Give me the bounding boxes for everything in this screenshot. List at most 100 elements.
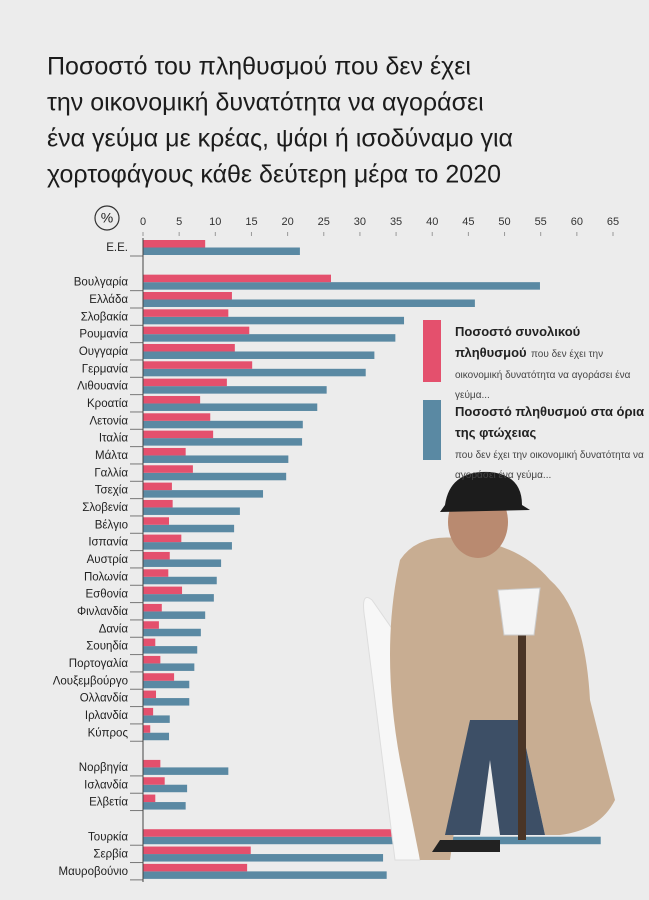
bar	[143, 499, 173, 508]
x-tick-label: 25	[318, 216, 330, 228]
x-tick-label: 0	[140, 216, 146, 228]
chart-title: Ποσοστό του πληθυσμού που δεν έχει	[47, 53, 471, 81]
y-tick-label: Ισλανδία	[84, 779, 128, 791]
bar	[143, 715, 170, 723]
bar	[143, 240, 206, 248]
y-tick-label: Σλοβενία	[82, 502, 128, 514]
bar	[143, 309, 229, 317]
y-tick-label: Ε.Ε.	[106, 242, 128, 254]
bar	[143, 465, 193, 473]
bar	[143, 430, 214, 439]
bar	[143, 282, 540, 290]
y-tick-label: Ολλανδία	[80, 693, 129, 705]
bar	[143, 586, 183, 595]
y-tick-label: Ουγγαρία	[79, 346, 128, 358]
bar	[143, 628, 201, 637]
bar	[143, 784, 188, 793]
y-tick-label: Λιθουανία	[77, 381, 128, 393]
legend-label: Ποσοστό συνολικού πληθυσμού	[455, 324, 581, 360]
bar	[143, 646, 198, 654]
bar	[143, 698, 190, 706]
legend-label: Ποσοστό πληθυσμού στα όρια της φτώχειας	[455, 404, 645, 440]
bar	[143, 854, 384, 862]
y-tick-label: Ιρλανδία	[85, 710, 128, 722]
y-tick-label: Φινλανδία	[77, 606, 128, 618]
bar	[143, 759, 161, 768]
chart-title: την οικονομική δυνατότητα να αγοράσει	[47, 89, 484, 117]
bar	[143, 334, 396, 342]
bar	[143, 482, 172, 491]
y-tick-label: Λετονία	[89, 415, 128, 427]
y-tick-label: Πορτογαλία	[69, 658, 129, 670]
unit-circle	[94, 205, 120, 231]
bar	[143, 777, 165, 785]
legend-red: Ποσοστό συνολικού πληθυσμού που δεν έχει…	[455, 322, 645, 405]
bar	[143, 863, 248, 872]
x-tick-label: 60	[571, 216, 583, 228]
y-tick-label: Ιταλία	[99, 433, 129, 445]
bar	[143, 361, 253, 369]
bar	[143, 542, 232, 550]
bar	[143, 767, 229, 775]
bar	[143, 663, 195, 671]
y-tick-label: Σουηδία	[86, 641, 128, 653]
bar	[143, 247, 300, 255]
bar	[143, 732, 170, 741]
bar	[143, 420, 303, 429]
bar	[143, 534, 182, 543]
x-tick-label: 15	[245, 216, 257, 228]
x-tick-label: 65	[607, 216, 619, 228]
bar	[143, 621, 159, 629]
y-tick-label: Μάλτα	[95, 450, 128, 462]
bar	[143, 871, 387, 879]
y-tick-label: Σερβία	[93, 849, 128, 861]
bar	[143, 368, 366, 377]
bar	[143, 524, 235, 533]
y-tick-label: Γαλλία	[94, 467, 128, 479]
bar	[143, 343, 235, 352]
x-tick-label: 55	[535, 216, 547, 228]
legend-note: που δεν έχει την οικονομική δυνατότητα ν…	[455, 449, 644, 482]
y-tick-label: Εσθονία	[85, 589, 128, 601]
chart-title: χορτοφάγους κάθε δεύτερη μέρα το 2020	[47, 161, 501, 189]
y-tick-label: Ισπανία	[88, 537, 128, 549]
bar	[143, 707, 154, 716]
bar	[143, 403, 318, 411]
y-tick-label: Νορβηγία	[79, 762, 129, 774]
bar	[143, 673, 175, 681]
bar	[143, 655, 161, 664]
x-tick-label: 50	[498, 216, 510, 228]
bar	[143, 351, 375, 359]
y-tick-label: Γερμανία	[82, 363, 129, 375]
bar	[143, 829, 413, 837]
bar	[143, 576, 217, 585]
y-tick-label: Δανία	[99, 623, 129, 635]
bar	[143, 507, 240, 515]
bar	[143, 603, 162, 612]
y-tick-label: Ελβετία	[89, 797, 128, 809]
bar	[143, 836, 601, 845]
x-tick-label: 30	[354, 216, 366, 228]
y-tick-label: Μαυροβούνιο	[59, 866, 128, 878]
y-tick-label: Σλοβακία	[81, 311, 129, 323]
bar	[143, 447, 186, 456]
x-tick-label: 40	[426, 216, 438, 228]
photo	[363, 471, 615, 861]
bar	[143, 326, 250, 335]
bar	[143, 638, 156, 647]
legend-note: που δεν έχει την οικονομική δυνατότητα ν…	[455, 348, 631, 402]
bar	[143, 551, 170, 560]
bar	[143, 846, 251, 855]
y-tick-label: Πολωνία	[84, 571, 128, 583]
legend-swatch	[423, 320, 441, 382]
bar	[143, 291, 232, 300]
y-tick-label: Κροατία	[87, 398, 128, 410]
y-tick-label: Βέλγιο	[95, 519, 128, 531]
x-axis-label: %	[101, 210, 113, 226]
y-tick-label: Ρουμανία	[79, 329, 128, 341]
bar	[143, 690, 157, 699]
bar	[143, 559, 222, 567]
bar	[143, 611, 206, 619]
